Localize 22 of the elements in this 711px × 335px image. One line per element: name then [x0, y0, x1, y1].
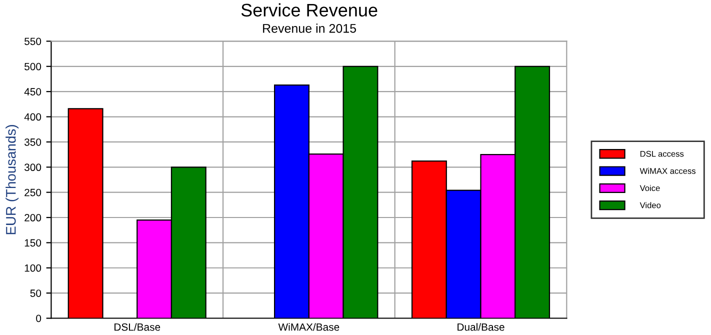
y-tick-label: 500 — [24, 62, 42, 70]
y-tick-label: 200 — [24, 214, 42, 222]
y-tick-label: 300 — [24, 164, 42, 172]
y-axis-title: EUR (Thousands) — [6, 125, 19, 234]
x-tick-label: Dual/Base — [458, 323, 504, 331]
chart-subtitle: Revenue in 2015 — [263, 24, 356, 33]
chart-title: Service Revenue — [241, 3, 378, 17]
x-tick-label: DSL/Base — [114, 323, 160, 331]
legend-label: WiMAX access — [640, 168, 696, 174]
y-tick-label: 550 — [24, 38, 42, 46]
y-tick-label: 50 — [30, 290, 42, 297]
y-tick-label: 450 — [24, 88, 42, 96]
y-tick-label: 350 — [24, 138, 42, 146]
legend-label: Voice — [640, 184, 660, 192]
y-tick-label: 250 — [24, 188, 42, 196]
x-tick-label: WiMAX/Base — [278, 323, 340, 331]
y-tick-label: 150 — [24, 239, 42, 247]
legend-label: DSL access — [640, 150, 684, 157]
legend-label: Video — [640, 202, 661, 208]
y-tick-label: 400 — [24, 113, 42, 121]
y-tick-label: 100 — [24, 264, 42, 272]
y-tick-label: 0 — [36, 314, 42, 322]
